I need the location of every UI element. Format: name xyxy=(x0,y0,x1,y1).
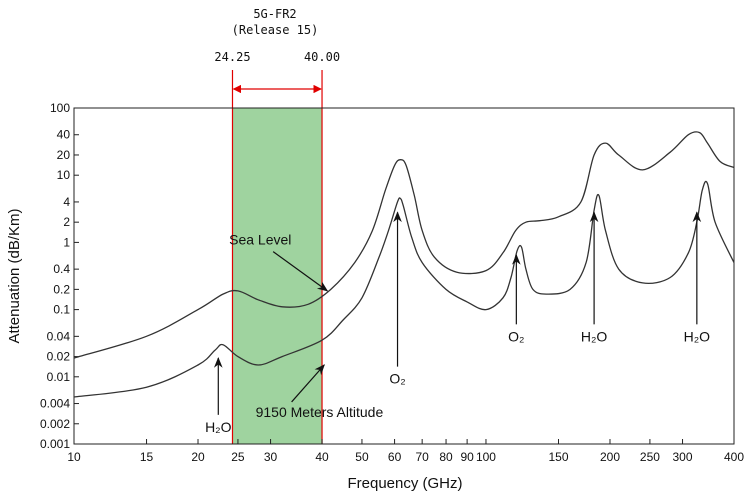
x-tick-label: 400 xyxy=(724,450,744,464)
y-tick-label: 20 xyxy=(57,148,71,162)
fr2-band-end-label: 40.00 xyxy=(304,50,340,64)
x-tick-label: 70 xyxy=(415,450,429,464)
x-tick-label: 100 xyxy=(476,450,496,464)
x-axis-ticks: 10 15 20 25 30 40 50 60 70 80 90 100 150 200 250 300 400 xyxy=(67,439,744,464)
y-tick-label: 10 xyxy=(57,168,71,182)
x-tick-label: 60 xyxy=(388,450,402,464)
y-tick-label: 0.4 xyxy=(53,262,70,276)
y-tick-label: 0.02 xyxy=(47,350,71,364)
y-tick-label: 40 xyxy=(57,128,71,142)
y-tick-label: 1 xyxy=(63,235,70,249)
x-tick-label: 200 xyxy=(600,450,620,464)
annotation-label-o2-119: O₂ xyxy=(508,328,524,344)
annotation-label-h2o-22: H₂O xyxy=(205,419,232,435)
x-tick-label: 40 xyxy=(315,450,329,464)
series-altitude-line xyxy=(73,180,735,398)
plot-frame xyxy=(73,107,735,445)
x-tick-label: 50 xyxy=(355,450,369,464)
y-tick-label: 2 xyxy=(63,215,70,229)
y-axis-label: Attenuation (dB/Km) xyxy=(6,208,23,343)
x-tick-label: 10 xyxy=(67,450,81,464)
y-axis-ticks: 0.001 0.002 0.004 0.01 0.02 0.04 0.1 0.2 0.4 1 2 4 1… xyxy=(40,101,79,451)
annotation-label-sea-level: Sea Level xyxy=(229,232,291,248)
y-tick-label: 0.04 xyxy=(47,329,71,343)
y-tick-label: 100 xyxy=(50,101,70,115)
x-tick-label: 150 xyxy=(548,450,568,464)
x-tick-label: 25 xyxy=(231,450,245,464)
annotation-arrow-altitude xyxy=(291,364,325,403)
y-tick-label: 0.004 xyxy=(40,397,70,411)
x-tick-label: 30 xyxy=(264,450,278,464)
y-tick-label: 0.01 xyxy=(47,370,71,384)
annotation-label-o2-60: O₂ xyxy=(389,371,405,387)
series-sea-level-line xyxy=(73,131,735,359)
y-tick-label: 0.002 xyxy=(40,417,70,431)
y-tick-label: 0.001 xyxy=(40,437,70,451)
series-layer xyxy=(73,131,735,398)
annotation-label-altitude: 9150 Meters Altitude xyxy=(256,404,384,420)
annotation-arrow-sea-level xyxy=(272,251,329,292)
x-tick-label: 90 xyxy=(460,450,474,464)
x-axis-label: Frequency (GHz) xyxy=(347,475,462,492)
annotation-label-h2o-183: H₂O xyxy=(581,328,608,344)
x-tick-label: 250 xyxy=(640,450,660,464)
x-tick-label: 80 xyxy=(439,450,453,464)
fr2-band-start-label: 24.25 xyxy=(214,50,250,64)
x-tick-label: 300 xyxy=(673,450,693,464)
fr2-band-release: (Release 15) xyxy=(232,23,319,37)
annotation-layer: Sea Level 9150 Meters Altitude H₂O O₂ O₂ H₂O H… xyxy=(205,211,711,435)
annotation-label-h2o-325: H₂O xyxy=(684,328,711,344)
fr2-band-shading xyxy=(232,108,323,444)
y-tick-label: 0.2 xyxy=(53,282,70,296)
x-tick-label: 15 xyxy=(140,450,154,464)
y-tick-label: 0.1 xyxy=(53,303,70,317)
x-tick-label: 20 xyxy=(191,450,205,464)
y-tick-label: 4 xyxy=(63,195,70,209)
fr2-band-title: 5G-FR2 xyxy=(253,7,296,21)
